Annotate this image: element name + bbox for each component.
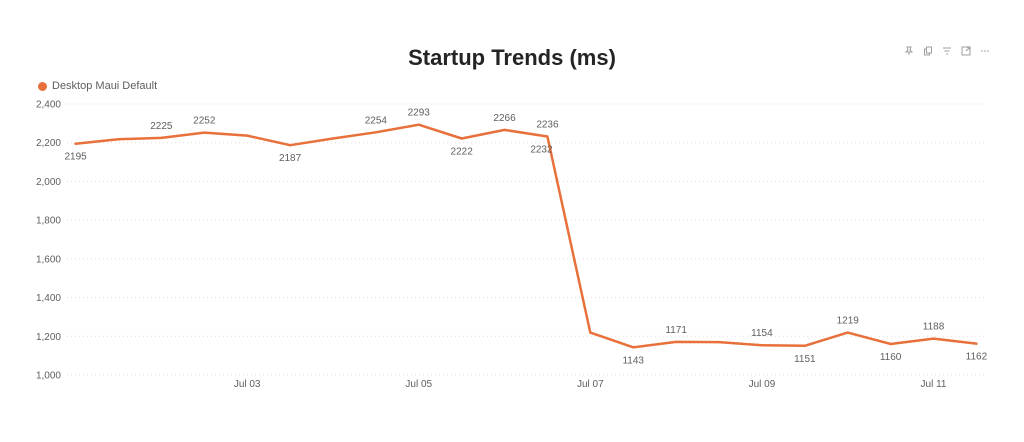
- copy-icon[interactable]: [923, 46, 933, 56]
- data-label: 2187: [279, 153, 302, 164]
- data-point: [74, 142, 77, 145]
- filter-icon[interactable]: [942, 46, 952, 56]
- data-label: 1151: [794, 354, 816, 365]
- data-point: [245, 134, 249, 137]
- data-point: [331, 137, 335, 140]
- data-point: [717, 340, 721, 344]
- y-tick-label: 2,400: [36, 100, 61, 111]
- legend-label: Desktop Maui Default: [52, 80, 158, 92]
- pin-icon[interactable]: [904, 46, 914, 56]
- data-label: 2222: [451, 146, 474, 157]
- x-tick-label: Jul 07: [577, 379, 604, 390]
- data-label: 1154: [751, 328, 773, 339]
- more-options-icon[interactable]: [980, 46, 990, 56]
- data-point: [503, 128, 506, 132]
- legend-marker: [38, 81, 47, 91]
- focus-mode-icon[interactable]: [961, 46, 971, 56]
- data-label: 2293: [408, 108, 431, 119]
- data-point: [632, 346, 635, 349]
- data-point: [160, 136, 163, 140]
- y-tick-label: 1,200: [36, 332, 61, 343]
- data-point: [760, 343, 764, 347]
- data-point: [589, 331, 592, 334]
- data-label: 1171: [665, 325, 687, 336]
- y-tick-label: 1,600: [36, 254, 61, 265]
- data-label: 2236: [536, 120, 559, 131]
- chart-title: Startup Trends (ms): [408, 45, 616, 70]
- x-tick-label: Jul 05: [405, 379, 432, 390]
- data-label: 1219: [837, 316, 860, 327]
- data-point: [417, 123, 420, 126]
- x-tick-label: Jul 09: [749, 379, 776, 390]
- data-label: 2232: [530, 145, 553, 156]
- data-point: [288, 144, 292, 147]
- series-line-desktop-maui-default: [74, 123, 978, 349]
- data-label: 2254: [365, 115, 388, 126]
- data-point: [460, 137, 463, 140]
- data-label: 1160: [880, 352, 902, 363]
- y-tick-label: 2,200: [36, 138, 61, 149]
- y-tick-label: 1,400: [36, 293, 61, 304]
- data-label: 1143: [622, 355, 644, 366]
- x-tick-label: Jul 11: [921, 379, 947, 390]
- data-label: 2252: [193, 116, 216, 127]
- data-point: [674, 340, 678, 344]
- data-label: 2266: [493, 113, 516, 124]
- data-point: [889, 342, 892, 346]
- data-label: 2225: [150, 121, 173, 132]
- data-point: [546, 135, 549, 138]
- data-label: 1188: [923, 322, 945, 333]
- visual-header-toolbar: [904, 46, 990, 56]
- data-point: [932, 337, 935, 340]
- data-point: [117, 138, 120, 141]
- y-tick-label: 2,000: [36, 177, 61, 188]
- data-point: [975, 342, 978, 345]
- legend: Desktop Maui Default: [38, 80, 157, 92]
- y-tick-label: 1,000: [36, 371, 61, 382]
- data-label: 2195: [64, 152, 87, 163]
- x-tick-label: Jul 03: [234, 379, 261, 390]
- data-point: [803, 344, 807, 347]
- data-label: 1162: [966, 352, 988, 363]
- y-tick-label: 1,800: [36, 216, 61, 227]
- data-point: [203, 131, 206, 134]
- data-point: [374, 131, 378, 134]
- data-point: [846, 331, 849, 334]
